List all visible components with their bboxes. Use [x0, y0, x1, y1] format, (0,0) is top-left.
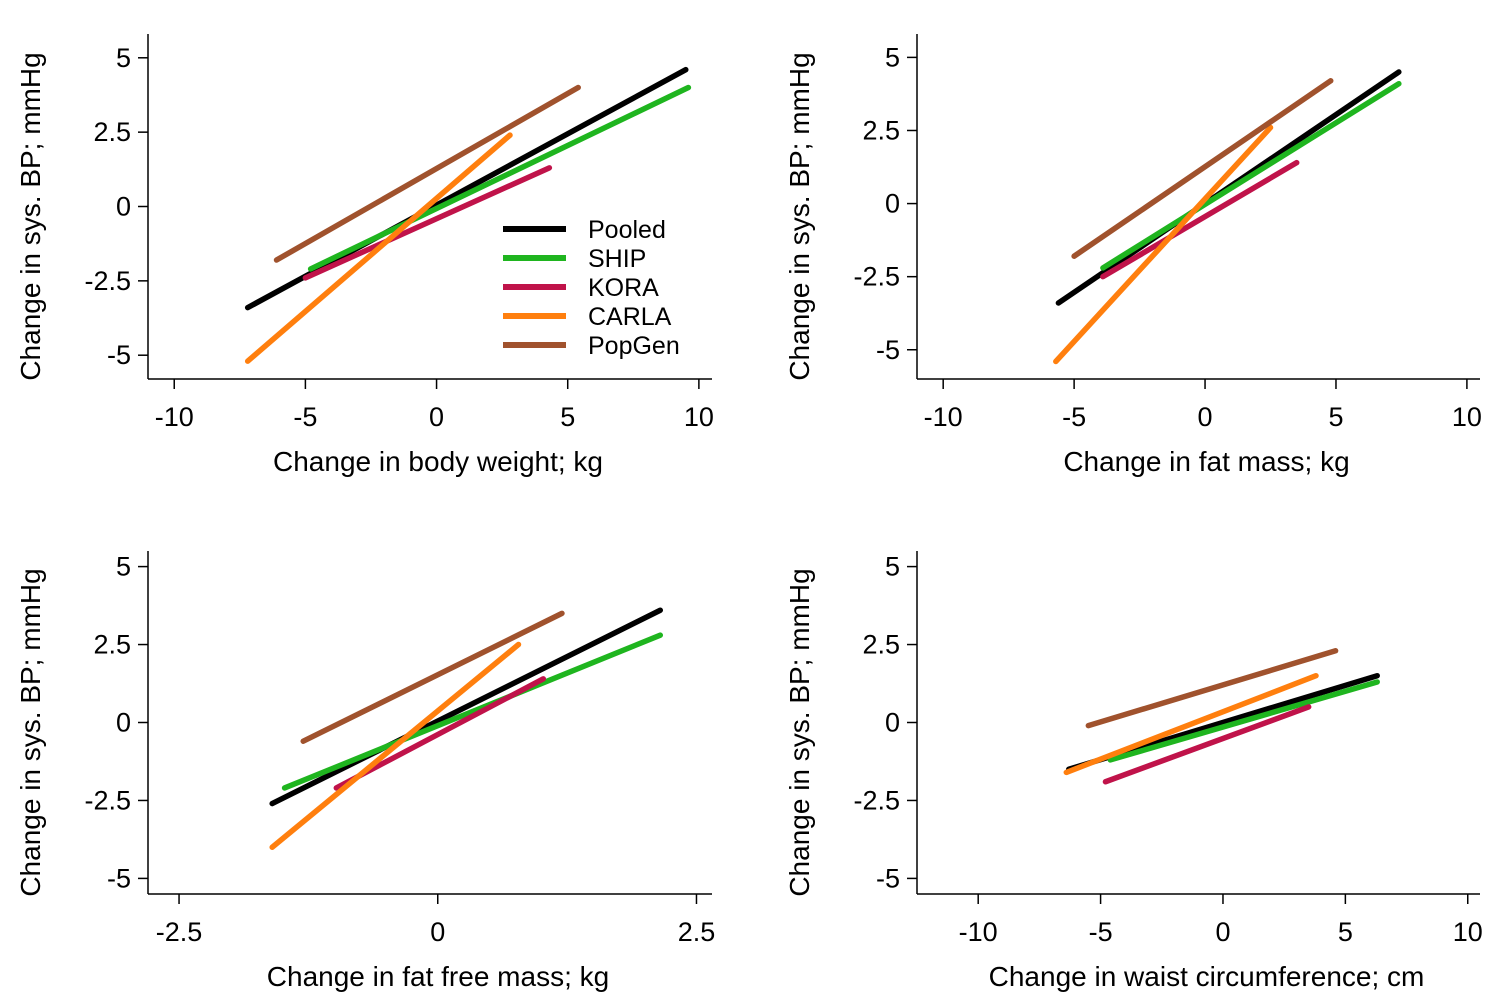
- series-line-kora: [333, 676, 547, 791]
- y-tick-label: 2.5: [862, 630, 900, 660]
- x-tick-label: 5: [560, 402, 575, 432]
- y-tick-label: 5: [885, 42, 900, 72]
- series-line-carla: [269, 641, 522, 850]
- series-line-popgen: [300, 610, 565, 744]
- y-tick-label: -5: [876, 335, 900, 365]
- x-tick-label: 2.5: [678, 917, 716, 947]
- y-tick-label: 5: [885, 552, 900, 582]
- y-tick-label: -2.5: [84, 266, 131, 296]
- y-tick-label: 0: [885, 189, 900, 219]
- y-tick-label: 0: [885, 708, 900, 738]
- series-line-ship: [1100, 80, 1402, 271]
- legend-item-ship: SHIP: [503, 245, 646, 273]
- x-tick-label: -10: [924, 402, 963, 432]
- x-tick-label: -5: [1062, 402, 1086, 432]
- series-line-kora: [1102, 704, 1312, 785]
- legend-label: SHIP: [588, 245, 646, 273]
- series-line-ship: [281, 632, 664, 791]
- series-line-popgen: [1085, 648, 1339, 729]
- x-tick-label: -2.5: [156, 917, 203, 947]
- series-line-kora: [1100, 159, 1300, 280]
- series-line-popgen: [273, 84, 581, 263]
- y-axis-title: Change in sys. BP; mmHg: [15, 568, 46, 896]
- legend-item-pooled: Pooled: [503, 216, 666, 244]
- legend-item-kora: KORA: [503, 274, 659, 302]
- y-tick-label: -5: [107, 863, 131, 893]
- chart-panel-2: -5 -2.5 0 2.5 5 -10 -5 0 5 10 Change in fat mass; …: [784, 34, 1482, 477]
- y-tick-label: -2.5: [853, 262, 900, 292]
- legend-label: Pooled: [588, 216, 666, 244]
- x-tick-label: -10: [959, 917, 998, 947]
- y-tick-label: -2.5: [853, 785, 900, 815]
- y-tick-label: 5: [116, 552, 131, 582]
- series-line-ship: [1107, 679, 1380, 763]
- x-tick-label: -5: [1089, 917, 1113, 947]
- series-line-ship: [307, 84, 692, 272]
- series-line-carla: [1063, 672, 1319, 776]
- x-tick-label: 10: [1453, 917, 1483, 947]
- y-axis-title: Change in sys. BP; mmHg: [15, 52, 46, 380]
- y-tick-label: 2.5: [93, 117, 131, 147]
- legend-label: KORA: [588, 274, 659, 302]
- y-tick-label: 0: [116, 192, 131, 222]
- chart-panel-1: -5 -2.5 0 2.5 5 -10 -5 0 5 10 Change in body weigh…: [15, 34, 714, 477]
- series-line-popgen: [1071, 78, 1334, 259]
- y-tick-label: 5: [116, 43, 131, 73]
- legend-label: PopGen: [588, 332, 680, 360]
- y-tick-label: -5: [876, 863, 900, 893]
- legend-label: CARLA: [588, 303, 672, 331]
- x-tick-label: -5: [293, 402, 317, 432]
- y-tick-label: 2.5: [862, 115, 900, 145]
- x-axis-title: Change in fat free mass; kg: [267, 961, 609, 992]
- y-tick-label: -5: [107, 340, 131, 370]
- x-tick-label: 5: [1328, 402, 1343, 432]
- chart-panels: -5 -2.5 0 2.5 5 -10 -5 0 5 10 Change in body weigh…: [15, 34, 1483, 992]
- legend-item-popgen: PopGen: [503, 332, 680, 360]
- x-tick-label: 10: [684, 402, 714, 432]
- legend-item-carla: CARLA: [503, 303, 672, 331]
- y-tick-label: -2.5: [84, 785, 131, 815]
- x-tick-label: 0: [1198, 402, 1213, 432]
- x-axis-title: Change in body weight; kg: [273, 446, 603, 477]
- y-tick-label: 2.5: [93, 630, 131, 660]
- y-axis-title: Change in sys. BP; mmHg: [784, 52, 815, 380]
- x-axis-title: Change in waist circumference; cm: [989, 961, 1425, 992]
- series-line-pooled: [269, 607, 664, 807]
- x-tick-label: -10: [155, 402, 194, 432]
- series-line-carla: [244, 132, 513, 364]
- x-tick-label: 5: [1338, 917, 1353, 947]
- x-axis-title: Change in fat mass; kg: [1063, 446, 1349, 477]
- chart-panel-3: -5 -2.5 0 2.5 5 -2.5 0 2.5 Change in fat free ma…: [15, 551, 715, 992]
- x-tick-label: 0: [1215, 917, 1230, 947]
- y-tick-label: 0: [116, 708, 131, 738]
- y-axis-title: Change in sys. BP; mmHg: [784, 568, 815, 896]
- series-line-kora: [302, 165, 553, 281]
- x-tick-label: 0: [430, 917, 445, 947]
- x-tick-label: 10: [1452, 402, 1482, 432]
- x-tick-label: 0: [429, 402, 444, 432]
- series-line-carla: [1053, 124, 1274, 365]
- chart-panel-4: -5 -2.5 0 2.5 5 -10 -5 0 5 10 Change in waist circ…: [784, 551, 1483, 992]
